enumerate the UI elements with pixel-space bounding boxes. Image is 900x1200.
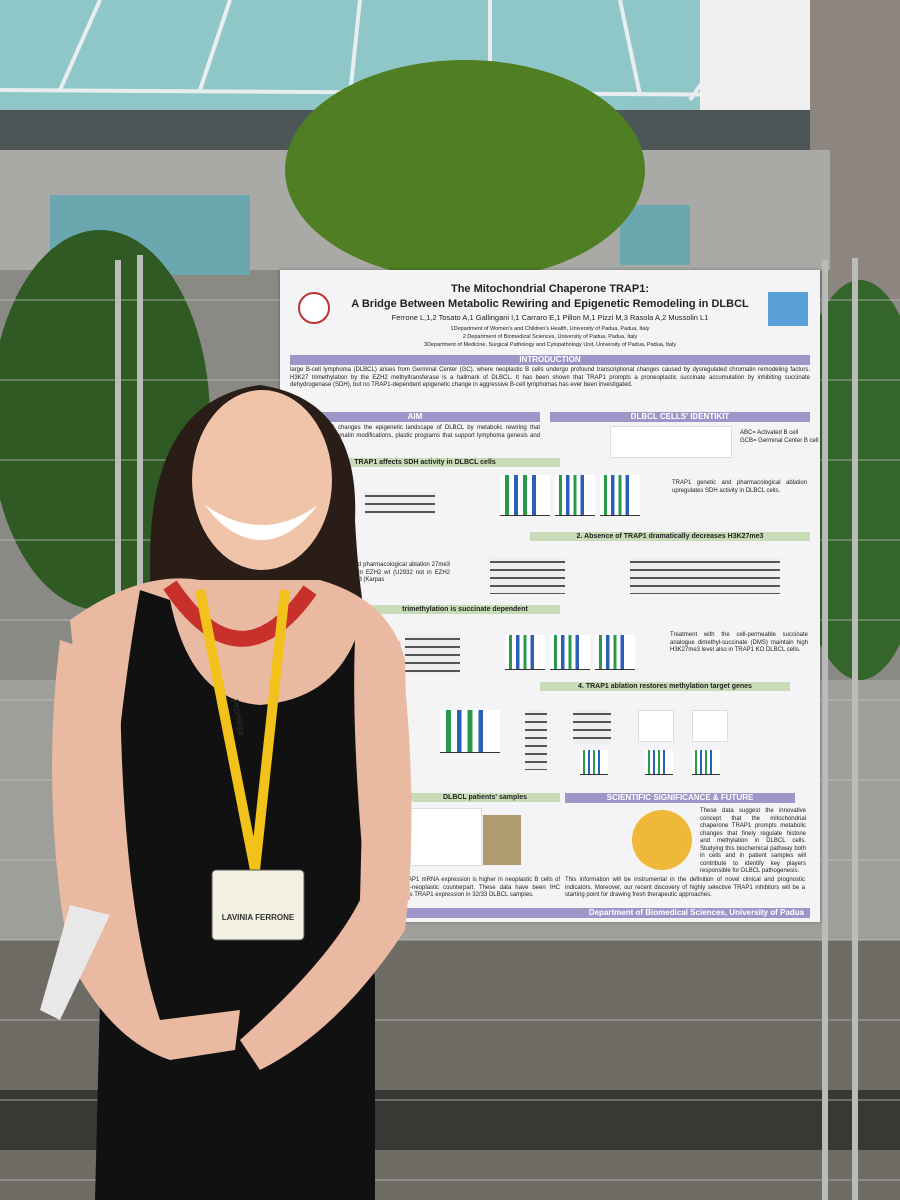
- badge: [211, 869, 305, 941]
- bar-figure: [555, 475, 595, 516]
- held-mask: [40, 905, 110, 1020]
- affiliation: 1Department of Women's and Children's He…: [450, 326, 650, 332]
- result-text: etic and pharmacological ablation 27me3 …: [340, 562, 450, 583]
- identikit-table: [610, 426, 732, 458]
- legend-text: GCB= Germinal Center B cell: [740, 438, 819, 444]
- intro-text: large B-cell lymphoma (DLBCL) arises fro…: [290, 367, 810, 388]
- badge-name: LAVINIA FERRONE: [222, 913, 295, 922]
- section-heading: trimethylation is succinate dependent: [370, 605, 560, 614]
- face: [192, 390, 332, 570]
- poster-footer: Department of Biomedical Sciences, Unive…: [380, 908, 810, 918]
- bar-figure: [500, 475, 550, 516]
- bar-figure: [600, 475, 640, 516]
- poster-title: The Mitochondrial Chaperone TRAP1:: [450, 283, 649, 295]
- section-heading: 4. TRAP1 ablation restores methylation t…: [540, 682, 790, 691]
- bar-figure: [595, 635, 635, 670]
- window: [620, 205, 690, 265]
- left-arm: [52, 640, 240, 1060]
- bar-figure: [580, 750, 608, 775]
- bar-figure: [550, 635, 590, 670]
- histogram-figure: [692, 710, 728, 742]
- university-logo: [298, 292, 330, 324]
- section-heading: INTRODUCTION: [290, 355, 810, 365]
- patients-text: TRAP1 mRNA expression is higher in neopl…: [400, 877, 560, 898]
- section-heading: DLBCL patients' samples: [410, 793, 560, 802]
- bar-figure: [645, 750, 673, 775]
- section-heading: TRAP1 affects SDH activity in DLBCL cell…: [290, 458, 560, 467]
- affiliation: 3Department of Medicine, Surgical Pathol…: [424, 342, 676, 348]
- legend-text: ABC= Activated B cell: [740, 430, 799, 436]
- result-text: Treatment with the cell-permeable succin…: [670, 632, 808, 653]
- section-heading: AIM: [290, 412, 540, 422]
- western-blot: [630, 558, 780, 594]
- result-text: TRAP1 genetic and pharmacological ablati…: [672, 480, 807, 494]
- western-blot: [365, 492, 435, 514]
- bar-figure: [692, 750, 720, 775]
- authors: Ferrone L,1,2 Tosato A,1 Gallingani I,1 …: [391, 313, 709, 322]
- affiliation: 2 Department of Biomedical Sciences, Uni…: [462, 334, 638, 340]
- section-heading: DLBCL CELLS' IDENTIKIT: [550, 412, 810, 422]
- mitochondria-diagram: [632, 810, 692, 870]
- significance-text: These data suggest the innovative concep…: [700, 808, 806, 874]
- right-arm: [240, 640, 412, 1070]
- significance-text: This information will be instrumental in…: [565, 877, 805, 898]
- smile: [205, 505, 318, 540]
- bar-figure: [440, 710, 500, 753]
- western-blot: [405, 635, 460, 673]
- poster: The Mitochondrial Chaperone TRAP1: A Bri…: [280, 270, 820, 922]
- tree: [285, 60, 645, 280]
- section-heading: 2. Absence of TRAP1 dramatically decreas…: [530, 532, 810, 541]
- histogram-figure: [638, 710, 674, 742]
- lab-logo: [768, 292, 808, 326]
- poster-subtitle: A Bridge Between Metabolic Rewiring and …: [351, 298, 749, 310]
- ihc-image: [483, 815, 521, 865]
- bar-figure: [505, 635, 545, 670]
- western-blot: [573, 710, 611, 744]
- western-blot: [490, 558, 565, 594]
- necklace: [163, 580, 317, 647]
- western-blot: [525, 710, 547, 770]
- section-heading: SCIENTIFIC SIGNIFICANCE & FUTURE: [565, 793, 795, 803]
